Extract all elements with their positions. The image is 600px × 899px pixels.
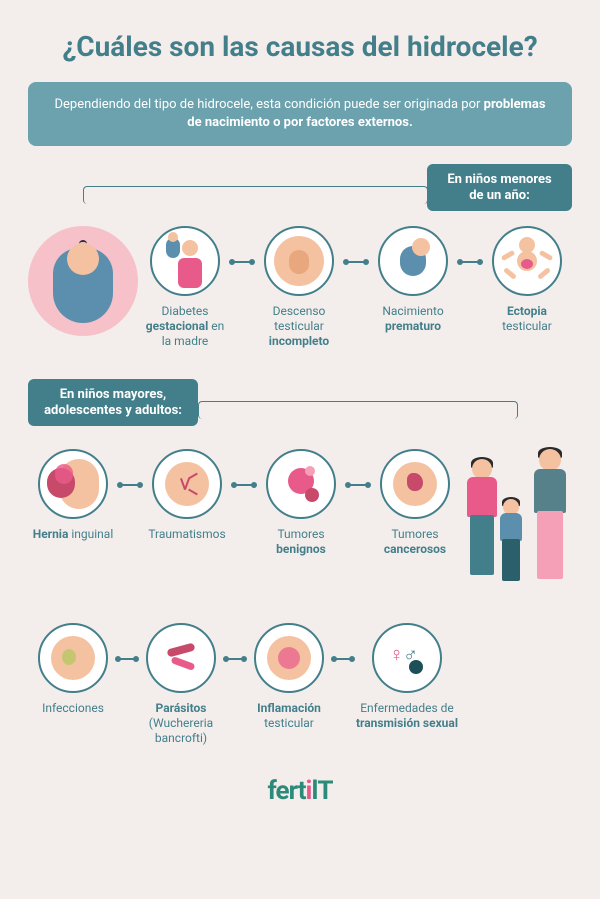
c2-pre: Descenso testicular <box>273 304 326 333</box>
b3-b: Inflamación <box>257 701 321 715</box>
hernia-icon <box>38 449 108 519</box>
cause-ectopia: Ectopia testicular <box>482 226 572 334</box>
inflammation-icon <box>254 623 324 693</box>
linker-icon <box>226 658 244 660</box>
intro-box: Dependiendo del tipo de hidrocele, esta … <box>28 82 572 146</box>
newborn-icon <box>378 226 448 296</box>
family-icon <box>462 449 572 599</box>
a4-pre: Tumores <box>391 527 438 541</box>
main-title: ¿Cuáles son las causas del hidrocele? <box>0 0 600 82</box>
cause-diabetes: Diabetes gestacional en la madre <box>140 226 230 349</box>
cause-infection: Infecciones <box>28 623 118 716</box>
logo-p2: lT <box>311 776 332 806</box>
a1-post: inguinal <box>68 527 113 541</box>
section2-label: En niños mayores, adolescentes y adultos… <box>28 379 198 426</box>
b3-post: testicular <box>264 716 314 730</box>
infection-icon <box>38 623 108 693</box>
linker-icon <box>234 484 254 486</box>
logo-p1: fert <box>268 776 306 806</box>
cause-prematuro: Nacimiento prematuro <box>368 226 458 334</box>
cause-hernia: Hernia inguinal <box>28 449 118 542</box>
std-icon: ♀♂ <box>372 623 442 693</box>
logo: fertilT <box>0 776 600 806</box>
b2-post: (Wuchereria bancrofti) <box>149 716 213 745</box>
cause-parasite: Parásitos (Wuchereria bancrofti) <box>136 623 226 746</box>
linker-icon <box>120 484 140 486</box>
c3-b: prematuro <box>385 319 441 333</box>
a3-pre: Tumores <box>277 527 324 541</box>
baby-hero-icon <box>28 226 138 336</box>
c4-b: Ectopia <box>507 304 547 318</box>
section-children: En niños menores de un año: Diabetes ges… <box>28 164 572 349</box>
linker-icon <box>346 261 366 263</box>
b4-b: transmisión sexual <box>356 716 458 730</box>
baby-spread-icon <box>492 226 562 296</box>
trauma-icon <box>152 449 222 519</box>
linker-icon <box>348 484 368 486</box>
section-adults: En niños mayores, adolescentes y adultos… <box>28 379 572 746</box>
a2-pre: Traumatismos <box>148 527 225 541</box>
c3-pre: Nacimiento <box>382 304 443 318</box>
cause-std: ♀♂ Enfermedades de transmisión sexual <box>352 623 462 731</box>
a4-b: cancerosos <box>384 542 446 556</box>
linker-icon <box>460 261 480 263</box>
b1-pre: Infecciones <box>42 701 104 715</box>
cause-descenso: Descenso testicular incompleto <box>254 226 344 349</box>
b4-pre: Enfermedades de <box>360 701 454 715</box>
tumor-cancer-icon <box>380 449 450 519</box>
parasite-icon <box>146 623 216 693</box>
section2-row-b: Infecciones Parásitos (Wuchereria bancro… <box>28 599 572 746</box>
c4-post: testicular <box>502 319 552 333</box>
c2-b: incompleto <box>269 334 329 348</box>
cause-tumor-c: Tumores cancerosos <box>370 449 460 557</box>
section1-label: En niños menores de un año: <box>427 164 572 211</box>
cause-inflam: Inflamación testicular <box>244 623 334 731</box>
a3-b: benignos <box>276 542 326 556</box>
tumor-benign-icon <box>266 449 336 519</box>
intro-text: Dependiendo del tipo de hidrocele, esta … <box>54 97 483 112</box>
mom-baby-icon <box>150 226 220 296</box>
a1-b: Hernia <box>33 527 69 541</box>
groin-icon <box>264 226 334 296</box>
c1-b: gestacional <box>146 319 209 333</box>
b2-b: Parásitos <box>156 701 207 715</box>
linker-icon <box>334 658 352 660</box>
c1-pre: Diabetes <box>162 304 209 318</box>
cause-tumor-b: Tumores benignos <box>256 449 346 557</box>
linker-icon <box>118 658 136 660</box>
linker-icon <box>232 261 252 263</box>
cause-trauma: Traumatismos <box>142 449 232 542</box>
